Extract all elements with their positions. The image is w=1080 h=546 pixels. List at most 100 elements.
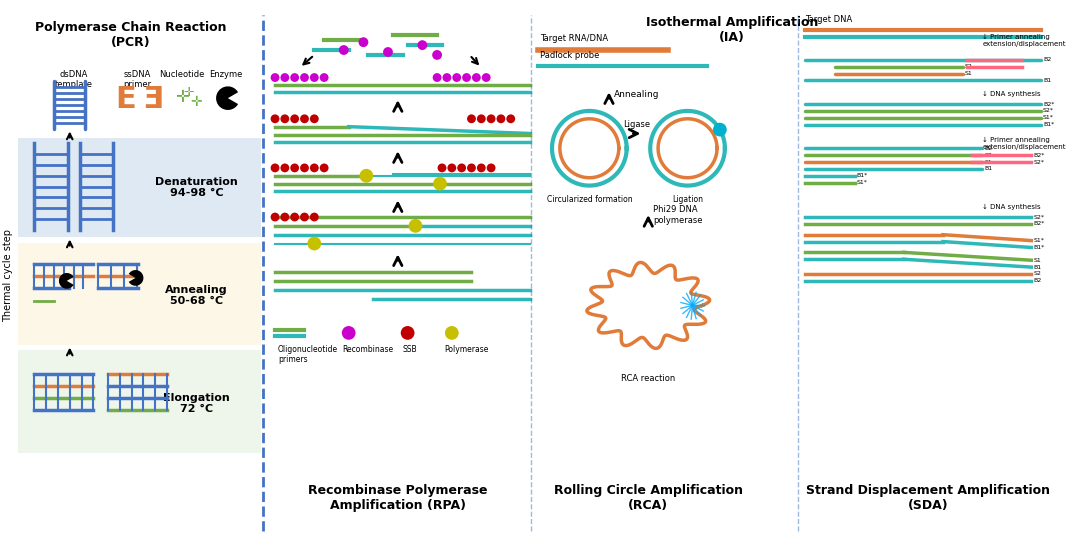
Text: SSB: SSB bbox=[403, 345, 417, 354]
Text: B2: B2 bbox=[1034, 278, 1041, 283]
Text: Recombinase: Recombinase bbox=[341, 345, 393, 354]
Circle shape bbox=[383, 47, 393, 57]
Text: S1*: S1* bbox=[1034, 238, 1044, 243]
Text: RCA reaction: RCA reaction bbox=[621, 374, 675, 383]
Text: Phi29 DNA
polymerase: Phi29 DNA polymerase bbox=[653, 205, 703, 225]
Text: ↓ DNA synthesis: ↓ DNA synthesis bbox=[982, 91, 1041, 97]
Text: ssDNA
primer: ssDNA primer bbox=[123, 70, 151, 89]
Circle shape bbox=[310, 114, 319, 123]
Text: Target DNA: Target DNA bbox=[806, 15, 853, 25]
Text: Annealing: Annealing bbox=[613, 90, 660, 99]
Circle shape bbox=[359, 37, 368, 47]
Text: Thermal cycle step: Thermal cycle step bbox=[3, 229, 13, 323]
Text: Denaturation
94-98 °C: Denaturation 94-98 °C bbox=[156, 177, 238, 198]
Circle shape bbox=[271, 212, 280, 222]
Circle shape bbox=[443, 73, 451, 82]
Circle shape bbox=[300, 212, 309, 222]
Circle shape bbox=[281, 212, 289, 222]
Circle shape bbox=[291, 114, 299, 123]
Circle shape bbox=[281, 73, 289, 82]
Text: B1: B1 bbox=[1043, 78, 1051, 83]
Circle shape bbox=[433, 177, 447, 191]
Text: Padlock probe: Padlock probe bbox=[540, 51, 599, 60]
Text: ↓ Primer annealing
extension/displacement: ↓ Primer annealing extension/displacemen… bbox=[982, 34, 1066, 47]
Circle shape bbox=[308, 236, 321, 251]
Circle shape bbox=[433, 73, 442, 82]
Text: ✛: ✛ bbox=[175, 88, 189, 106]
Circle shape bbox=[477, 163, 486, 173]
Text: Strand Displacement Amplification
(SDA): Strand Displacement Amplification (SDA) bbox=[806, 484, 1050, 512]
Text: S1*: S1* bbox=[856, 180, 867, 185]
Circle shape bbox=[291, 163, 299, 173]
Wedge shape bbox=[59, 273, 73, 289]
Text: B1*: B1* bbox=[1043, 122, 1054, 127]
Circle shape bbox=[477, 114, 486, 123]
Text: Enzyme: Enzyme bbox=[210, 70, 243, 79]
Circle shape bbox=[457, 163, 467, 173]
Text: ✛: ✛ bbox=[184, 86, 193, 99]
Circle shape bbox=[418, 40, 428, 50]
Text: S1: S1 bbox=[984, 159, 991, 164]
Circle shape bbox=[713, 123, 727, 136]
Text: B1*: B1* bbox=[1034, 245, 1044, 250]
Text: S1: S1 bbox=[964, 71, 972, 76]
Text: S1*: S1* bbox=[1043, 115, 1054, 120]
Circle shape bbox=[467, 163, 476, 173]
Circle shape bbox=[408, 219, 422, 233]
Text: B2*: B2* bbox=[1034, 153, 1044, 158]
Circle shape bbox=[300, 114, 309, 123]
Circle shape bbox=[300, 73, 309, 82]
FancyBboxPatch shape bbox=[17, 139, 261, 236]
Text: E: E bbox=[116, 85, 136, 114]
Circle shape bbox=[281, 163, 289, 173]
Text: Annealing
50-68 °C: Annealing 50-68 °C bbox=[165, 285, 228, 306]
Circle shape bbox=[467, 114, 476, 123]
Wedge shape bbox=[216, 86, 238, 110]
Circle shape bbox=[432, 50, 442, 60]
Text: S2*: S2* bbox=[1043, 109, 1054, 114]
Text: B2: B2 bbox=[984, 146, 993, 151]
Text: B2: B2 bbox=[1043, 57, 1051, 62]
Text: Polymerase Chain Reaction
(PCR): Polymerase Chain Reaction (PCR) bbox=[35, 21, 227, 49]
Text: B1: B1 bbox=[984, 167, 993, 171]
Text: ↓ Primer annealing
extension/displacement: ↓ Primer annealing extension/displacemen… bbox=[982, 137, 1066, 150]
Text: Target RNA/DNA: Target RNA/DNA bbox=[540, 34, 608, 43]
Text: Oligonucleotide
primers: Oligonucleotide primers bbox=[278, 345, 338, 364]
Circle shape bbox=[401, 326, 415, 340]
Text: Isothermal Amplification
(IA): Isothermal Amplification (IA) bbox=[646, 16, 818, 44]
Text: Ligase: Ligase bbox=[623, 120, 650, 129]
Text: B1: B1 bbox=[1034, 265, 1041, 270]
Text: dsDNA
template: dsDNA template bbox=[55, 70, 93, 89]
Text: Elongation
72 °C: Elongation 72 °C bbox=[163, 393, 230, 414]
FancyBboxPatch shape bbox=[17, 349, 261, 453]
Text: S2: S2 bbox=[984, 153, 993, 158]
Text: ✛: ✛ bbox=[191, 95, 202, 109]
Wedge shape bbox=[129, 270, 144, 286]
Circle shape bbox=[447, 163, 456, 173]
Circle shape bbox=[281, 114, 289, 123]
Text: S2: S2 bbox=[964, 64, 972, 69]
Text: S1: S1 bbox=[1034, 258, 1041, 263]
Circle shape bbox=[300, 163, 309, 173]
Circle shape bbox=[271, 163, 280, 173]
Circle shape bbox=[453, 73, 461, 82]
Circle shape bbox=[320, 73, 328, 82]
Text: B2*: B2* bbox=[1043, 102, 1054, 106]
Text: S2: S2 bbox=[1034, 271, 1041, 276]
Circle shape bbox=[497, 114, 505, 123]
Circle shape bbox=[360, 169, 374, 182]
Circle shape bbox=[487, 163, 496, 173]
Circle shape bbox=[341, 326, 355, 340]
Text: B2*: B2* bbox=[1034, 221, 1044, 227]
Text: Ligation: Ligation bbox=[672, 195, 703, 204]
Text: Rolling Circle Amplification
(RCA): Rolling Circle Amplification (RCA) bbox=[554, 484, 743, 512]
Circle shape bbox=[271, 73, 280, 82]
Text: Nucleotide: Nucleotide bbox=[159, 70, 204, 79]
Circle shape bbox=[472, 73, 481, 82]
Circle shape bbox=[339, 45, 349, 55]
Text: Polymerase: Polymerase bbox=[444, 345, 488, 354]
Circle shape bbox=[310, 73, 319, 82]
Circle shape bbox=[445, 326, 459, 340]
Text: ↓ DNA synthesis: ↓ DNA synthesis bbox=[982, 204, 1041, 210]
Circle shape bbox=[482, 73, 490, 82]
